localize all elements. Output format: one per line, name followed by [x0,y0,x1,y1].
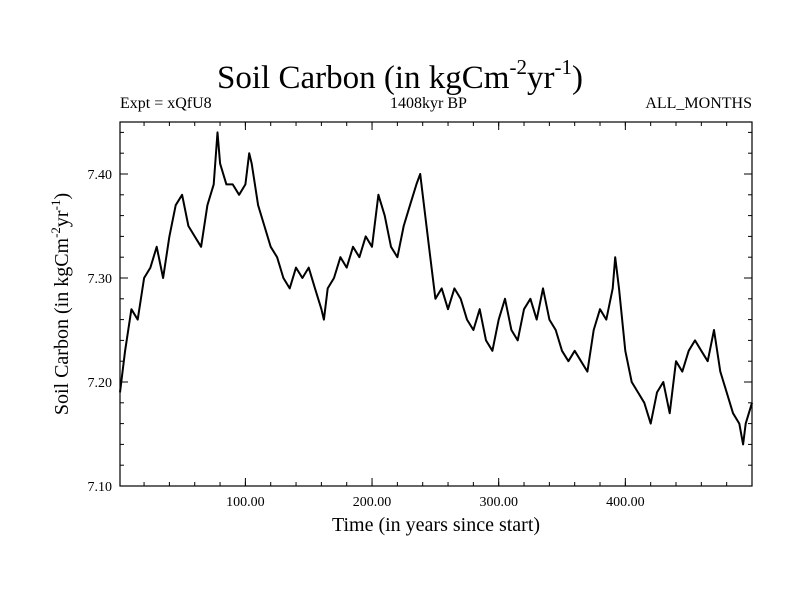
y-tick-label: 7.20 [88,376,113,391]
y-tick-label: 7.10 [88,480,113,495]
x-tick-label: 300.00 [479,495,518,510]
series-group [119,131,753,446]
period-label: 1408kyr BP [390,95,467,112]
months-label: ALL_MONTHS [645,95,752,112]
y-tick-label: 7.40 [88,168,113,183]
chart-title: Soil Carbon (in kgCm-2yr-1) [0,55,800,98]
series-line [119,131,753,446]
chart-title-exp1: -2 [509,55,527,79]
y-axis-label-text: Soil Carbon (in kgCm [51,237,73,416]
chart-title-text: Soil Carbon (in kgCm [217,60,510,96]
y-axis-label-end: ) [51,192,73,200]
plot-frame [119,121,753,487]
y-axis-label-unit: yr [51,210,73,228]
y-tick-label: 7.30 [88,272,113,287]
experiment-label: Expt = xQfU8 [120,95,212,112]
x-tick-label: 400.00 [606,495,645,510]
y-axis-label-exp1: -2 [48,227,63,238]
x-axis-label: Time (in years since start) [331,514,541,536]
x-tick-label: 200.00 [353,495,392,510]
y-axis-label-exp2: -1 [48,199,63,211]
axis-ticks: 7.10 7.20 7.30 7.40 100.00 200.00 300.00 400.00 [88,122,752,510]
chart-title-end: ) [571,60,583,96]
chart-title-exp2: -1 [554,55,572,79]
y-axis-label: Soil Carbon (in kgCm-2yr-1) [48,124,74,484]
chart-title-unit: yr [526,60,555,96]
x-tick-label: 100.00 [226,495,265,510]
